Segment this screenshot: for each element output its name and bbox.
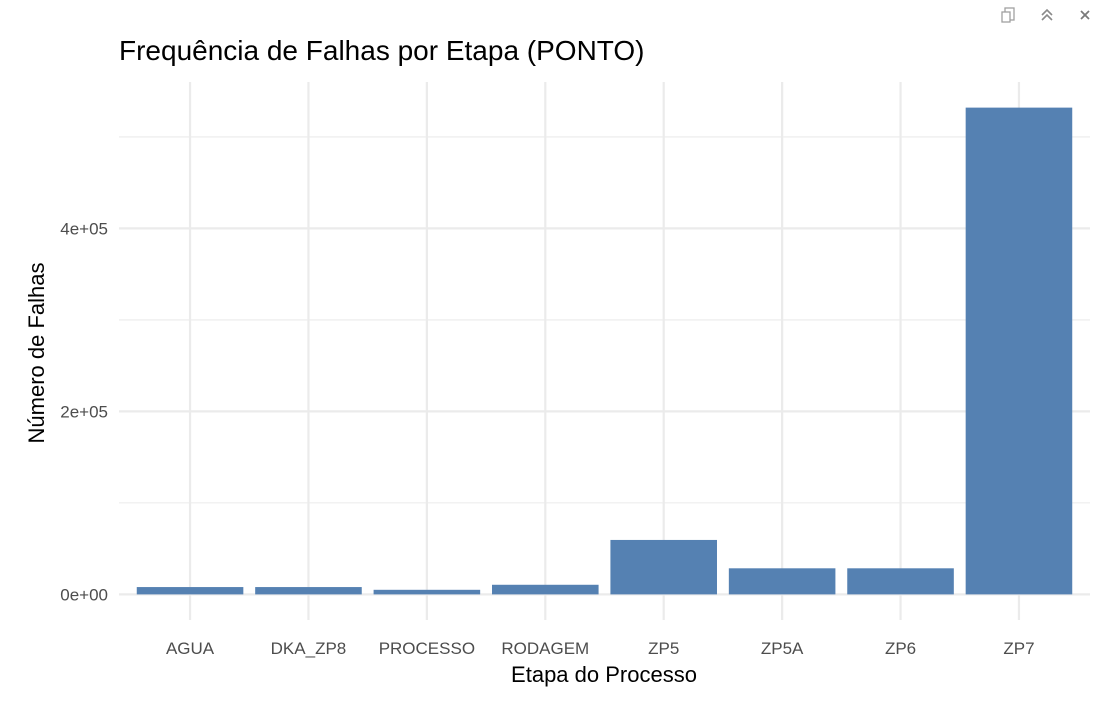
x-tick-label: ZP5 bbox=[648, 639, 679, 658]
bar-zp5 bbox=[610, 539, 717, 595]
export-icon[interactable] bbox=[998, 4, 1020, 26]
chart-title: Frequência de Falhas por Etapa (PONTO) bbox=[119, 35, 645, 66]
bar-zp7 bbox=[965, 107, 1073, 595]
y-axis-title: Número de Falhas bbox=[24, 263, 49, 444]
y-tick-label: 0e+00 bbox=[60, 585, 108, 604]
x-tick-label: RODAGEM bbox=[501, 639, 589, 658]
y-tick-label: 4e+05 bbox=[60, 219, 108, 238]
bar-processo bbox=[373, 589, 481, 595]
bar-agua bbox=[136, 587, 244, 595]
x-tick-label: PROCESSO bbox=[379, 639, 475, 658]
collapse-icon[interactable] bbox=[1036, 4, 1058, 26]
close-icon[interactable] bbox=[1074, 4, 1096, 26]
x-tick-label: ZP7 bbox=[1003, 639, 1034, 658]
grid-lines bbox=[119, 82, 1090, 620]
bars bbox=[136, 107, 1073, 595]
bar-zp5a bbox=[728, 568, 836, 595]
bar-zp6 bbox=[847, 568, 954, 595]
y-axis-ticks: 0e+00 2e+05 4e+05 bbox=[60, 219, 108, 604]
y-tick-label: 2e+05 bbox=[60, 402, 108, 421]
bar-dka_zp8 bbox=[255, 587, 362, 595]
x-tick-label: ZP5A bbox=[761, 639, 804, 658]
x-tick-label: DKA_ZP8 bbox=[271, 639, 347, 658]
bar-rodagem bbox=[492, 584, 599, 595]
x-tick-label: AGUA bbox=[166, 639, 215, 658]
x-axis-ticks: AGUA DKA_ZP8 PROCESSO RODAGEM ZP5 ZP5A ZP6 ZP7 bbox=[166, 639, 1035, 658]
plot-toolbar bbox=[998, 4, 1096, 26]
x-tick-label: ZP6 bbox=[885, 639, 916, 658]
x-axis-title: Etapa do Processo bbox=[511, 662, 697, 687]
